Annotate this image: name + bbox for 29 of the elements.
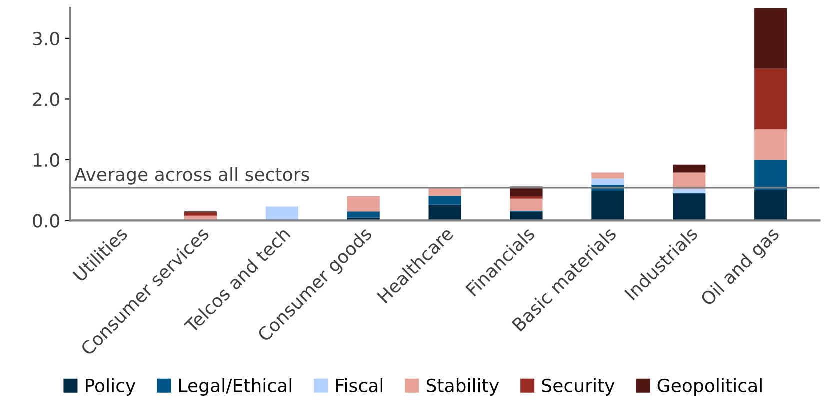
legend-label: Geopolitical — [658, 378, 762, 396]
legend-label: Stability — [426, 378, 500, 396]
bar — [592, 172, 624, 179]
y-tick-label: 1.0 — [34, 153, 60, 168]
y-tick-label: 2.0 — [33, 92, 60, 106]
legend-label: Policy — [86, 378, 136, 396]
bar — [754, 190, 788, 221]
bar — [347, 196, 380, 212]
bar — [754, 160, 788, 190]
bar — [673, 189, 706, 194]
bar — [510, 198, 543, 212]
bar — [673, 194, 706, 221]
bar — [754, 8, 788, 69]
bar — [592, 190, 624, 221]
y-tick-label: 0.0 — [33, 214, 60, 228]
legend-label: Security — [542, 378, 615, 396]
bar — [592, 178, 624, 185]
bar — [510, 196, 543, 199]
bar — [347, 212, 380, 218]
legend-label: Legal/Ethical — [179, 378, 292, 396]
y-tick-label: 3.0 — [33, 32, 60, 46]
legend-label: Fiscal — [336, 378, 382, 392]
bar — [754, 68, 788, 130]
ref-line-label: Average across all sectors — [74, 167, 310, 185]
bar — [428, 204, 462, 221]
bar — [428, 196, 462, 205]
bar — [754, 130, 788, 160]
bar — [184, 212, 217, 216]
bar — [673, 164, 706, 173]
